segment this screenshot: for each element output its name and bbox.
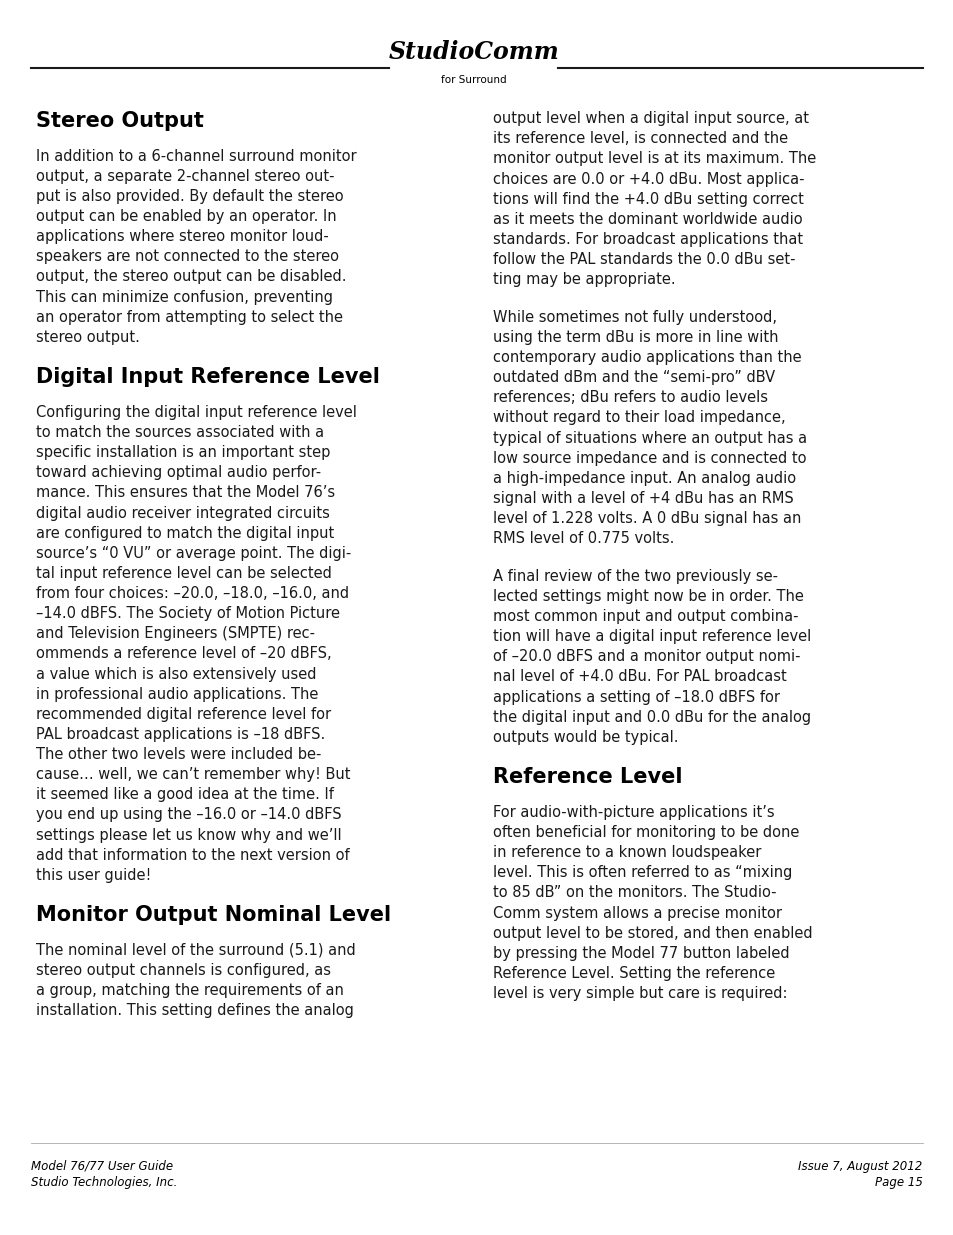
Text: –14.0 dBFS. The Society of Motion Picture: –14.0 dBFS. The Society of Motion Pictur… <box>36 606 340 621</box>
Text: Studio Technologies, Inc.: Studio Technologies, Inc. <box>31 1176 177 1189</box>
Text: lected settings might now be in order. The: lected settings might now be in order. T… <box>493 589 803 604</box>
Text: as it meets the dominant worldwide audio: as it meets the dominant worldwide audio <box>493 211 802 227</box>
Text: stereo output channels is configured, as: stereo output channels is configured, as <box>36 963 331 978</box>
Text: recommended digital reference level for: recommended digital reference level for <box>36 706 331 721</box>
Text: typical of situations where an output has a: typical of situations where an output ha… <box>493 431 806 446</box>
Text: tion will have a digital input reference level: tion will have a digital input reference… <box>493 629 811 645</box>
Text: add that information to the next version of: add that information to the next version… <box>36 847 350 863</box>
Text: tal input reference level can be selected: tal input reference level can be selecte… <box>36 566 332 580</box>
Text: standards. For broadcast applications that: standards. For broadcast applications th… <box>493 232 802 247</box>
Text: While sometimes not fully understood,: While sometimes not fully understood, <box>493 310 777 325</box>
Text: ting may be appropriate.: ting may be appropriate. <box>493 272 675 288</box>
Text: choices are 0.0 or +4.0 dBu. Most applica-: choices are 0.0 or +4.0 dBu. Most applic… <box>493 172 804 186</box>
Text: it seemed like a good idea at the time. If: it seemed like a good idea at the time. … <box>36 787 334 803</box>
Text: this user guide!: this user guide! <box>36 868 152 883</box>
Text: level is very simple but care is required:: level is very simple but care is require… <box>493 986 787 1002</box>
Text: Comm system allows a precise monitor: Comm system allows a precise monitor <box>493 905 781 920</box>
Text: The nominal level of the surround (5.1) and: The nominal level of the surround (5.1) … <box>36 942 355 958</box>
Text: stereo output.: stereo output. <box>36 330 140 345</box>
Text: mance. This ensures that the Model 76’s: mance. This ensures that the Model 76’s <box>36 485 335 500</box>
Text: ommends a reference level of –20 dBFS,: ommends a reference level of –20 dBFS, <box>36 646 332 662</box>
Text: output can be enabled by an operator. In: output can be enabled by an operator. In <box>36 209 336 224</box>
Text: in reference to a known loudspeaker: in reference to a known loudspeaker <box>493 845 760 860</box>
Text: put is also provided. By default the stereo: put is also provided. By default the ste… <box>36 189 343 204</box>
Text: This can minimize confusion, preventing: This can minimize confusion, preventing <box>36 289 333 305</box>
Text: to match the sources associated with a: to match the sources associated with a <box>36 425 324 440</box>
Text: you end up using the –16.0 or –14.0 dBFS: you end up using the –16.0 or –14.0 dBFS <box>36 808 341 823</box>
Text: in professional audio applications. The: in professional audio applications. The <box>36 687 318 701</box>
Text: a value which is also extensively used: a value which is also extensively used <box>36 667 316 682</box>
Text: applications a setting of –18.0 dBFS for: applications a setting of –18.0 dBFS for <box>493 689 780 704</box>
Text: Configuring the digital input reference level: Configuring the digital input reference … <box>36 405 356 420</box>
Text: level of 1.228 volts. A 0 dBu signal has an: level of 1.228 volts. A 0 dBu signal has… <box>493 511 801 526</box>
Text: often beneficial for monitoring to be done: often beneficial for monitoring to be do… <box>493 825 799 840</box>
Text: level. This is often referred to as “mixing: level. This is often referred to as “mix… <box>493 866 792 881</box>
Text: Digital Input Reference Level: Digital Input Reference Level <box>36 367 379 388</box>
Text: of –20.0 dBFS and a monitor output nomi-: of –20.0 dBFS and a monitor output nomi- <box>493 650 800 664</box>
Text: and Television Engineers (SMPTE) rec-: and Television Engineers (SMPTE) rec- <box>36 626 314 641</box>
Text: For audio-with-picture applications it’s: For audio-with-picture applications it’s <box>493 805 774 820</box>
Text: by pressing the Model 77 button labeled: by pressing the Model 77 button labeled <box>493 946 789 961</box>
Text: Stereo Output: Stereo Output <box>36 111 204 131</box>
Text: most common input and output combina-: most common input and output combina- <box>493 609 798 624</box>
Text: output level when a digital input source, at: output level when a digital input source… <box>493 111 808 126</box>
Text: StudioComm: StudioComm <box>389 40 558 64</box>
Text: Model 76/77 User Guide: Model 76/77 User Guide <box>31 1160 173 1173</box>
Text: an operator from attempting to select the: an operator from attempting to select th… <box>36 310 343 325</box>
Text: a high-impedance input. An analog audio: a high-impedance input. An analog audio <box>493 471 796 485</box>
Text: a group, matching the requirements of an: a group, matching the requirements of an <box>36 983 344 998</box>
Text: contemporary audio applications than the: contemporary audio applications than the <box>493 350 801 366</box>
Text: tions will find the +4.0 dBu setting correct: tions will find the +4.0 dBu setting cor… <box>493 191 803 206</box>
Text: signal with a level of +4 dBu has an RMS: signal with a level of +4 dBu has an RMS <box>493 490 793 506</box>
Text: applications where stereo monitor loud-: applications where stereo monitor loud- <box>36 230 329 245</box>
Text: output level to be stored, and then enabled: output level to be stored, and then enab… <box>493 926 812 941</box>
Text: installation. This setting defines the analog: installation. This setting defines the a… <box>36 1003 354 1019</box>
Text: RMS level of 0.775 volts.: RMS level of 0.775 volts. <box>493 531 674 546</box>
Text: toward achieving optimal audio perfor-: toward achieving optimal audio perfor- <box>36 466 321 480</box>
Text: digital audio receiver integrated circuits: digital audio receiver integrated circui… <box>36 505 330 520</box>
Text: Reference Level: Reference Level <box>493 767 682 788</box>
Text: are configured to match the digital input: are configured to match the digital inpu… <box>36 526 335 541</box>
Text: without regard to their load impedance,: without regard to their load impedance, <box>493 410 785 425</box>
Text: the digital input and 0.0 dBu for the analog: the digital input and 0.0 dBu for the an… <box>493 710 810 725</box>
Text: speakers are not connected to the stereo: speakers are not connected to the stereo <box>36 249 339 264</box>
Text: from four choices: –20.0, –18.0, –16.0, and: from four choices: –20.0, –18.0, –16.0, … <box>36 587 349 601</box>
Text: follow the PAL standards the 0.0 dBu set-: follow the PAL standards the 0.0 dBu set… <box>493 252 795 267</box>
Text: source’s “0 VU” or average point. The digi-: source’s “0 VU” or average point. The di… <box>36 546 351 561</box>
Text: In addition to a 6-channel surround monitor: In addition to a 6-channel surround moni… <box>36 148 356 164</box>
Text: A final review of the two previously se-: A final review of the two previously se- <box>493 569 778 584</box>
Text: specific installation is an important step: specific installation is an important st… <box>36 445 331 461</box>
Text: outputs would be typical.: outputs would be typical. <box>493 730 678 745</box>
Text: cause… well, we can’t remember why! But: cause… well, we can’t remember why! But <box>36 767 351 782</box>
Text: nal level of +4.0 dBu. For PAL broadcast: nal level of +4.0 dBu. For PAL broadcast <box>493 669 786 684</box>
Text: references; dBu refers to audio levels: references; dBu refers to audio levels <box>493 390 767 405</box>
Text: Page 15: Page 15 <box>874 1176 922 1189</box>
Text: The other two levels were included be-: The other two levels were included be- <box>36 747 321 762</box>
Text: Issue 7, August 2012: Issue 7, August 2012 <box>798 1160 922 1173</box>
Text: outdated dBm and the “semi-pro” dBV: outdated dBm and the “semi-pro” dBV <box>493 370 775 385</box>
Text: to 85 dB” on the monitors. The Studio-: to 85 dB” on the monitors. The Studio- <box>493 885 776 900</box>
Text: Reference Level. Setting the reference: Reference Level. Setting the reference <box>493 966 775 981</box>
Text: settings please let us know why and we’ll: settings please let us know why and we’l… <box>36 827 341 842</box>
Text: output, a separate 2-channel stereo out-: output, a separate 2-channel stereo out- <box>36 169 335 184</box>
Text: its reference level, is connected and the: its reference level, is connected and th… <box>493 131 787 146</box>
Text: using the term dBu is more in line with: using the term dBu is more in line with <box>493 330 778 345</box>
Text: for Surround: for Surround <box>441 75 506 85</box>
Text: output, the stereo output can be disabled.: output, the stereo output can be disable… <box>36 269 346 284</box>
Text: Monitor Output Nominal Level: Monitor Output Nominal Level <box>36 905 391 925</box>
Text: low source impedance and is connected to: low source impedance and is connected to <box>493 451 806 466</box>
Text: PAL broadcast applications is –18 dBFS.: PAL broadcast applications is –18 dBFS. <box>36 727 325 742</box>
Text: monitor output level is at its maximum. The: monitor output level is at its maximum. … <box>493 152 816 167</box>
